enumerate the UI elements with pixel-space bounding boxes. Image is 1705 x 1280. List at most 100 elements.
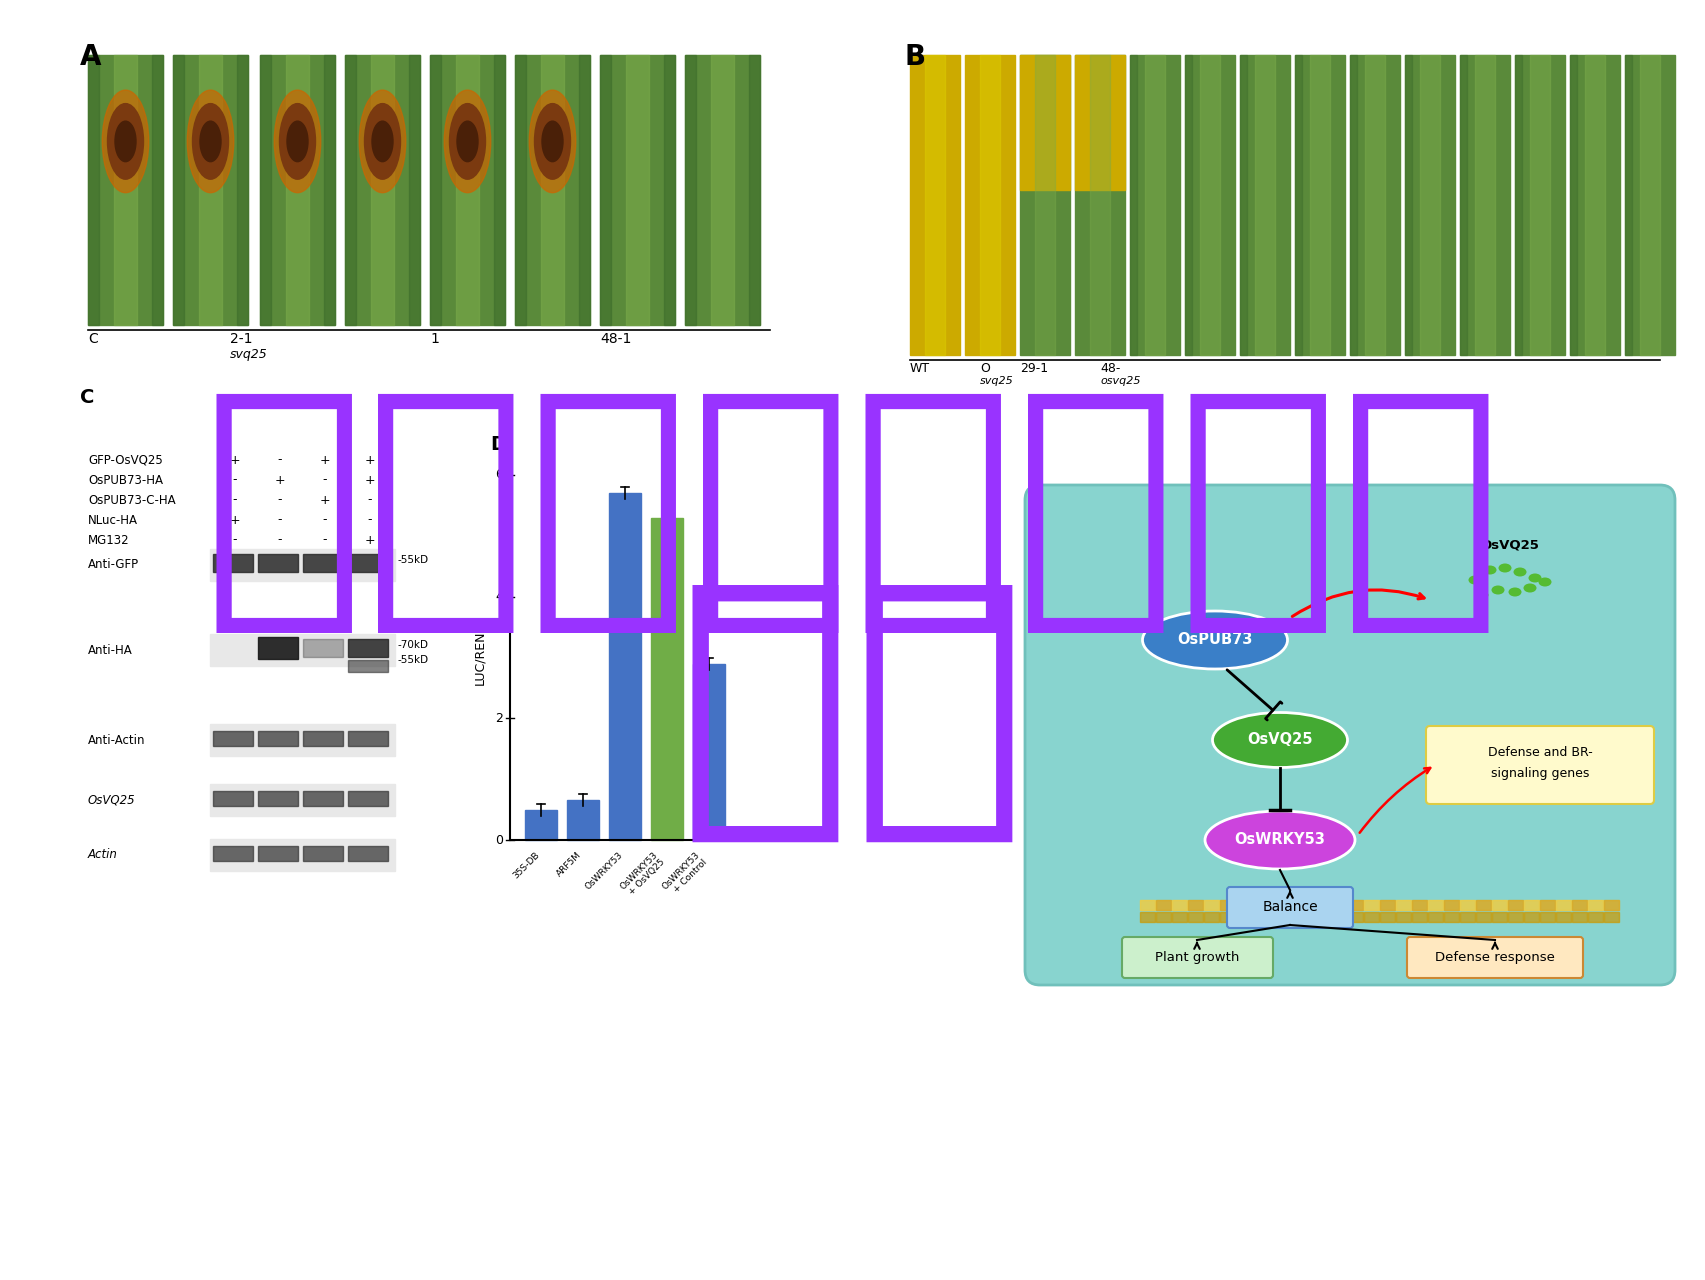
Bar bbox=[348, 554, 387, 572]
Bar bbox=[1332, 911, 1347, 922]
Bar bbox=[1020, 55, 1069, 355]
FancyBboxPatch shape bbox=[1025, 485, 1674, 986]
Bar bbox=[237, 55, 247, 325]
Bar bbox=[1475, 911, 1490, 922]
Bar bbox=[1584, 55, 1604, 355]
Text: -: - bbox=[322, 513, 327, 526]
Bar bbox=[1251, 911, 1267, 922]
Text: OsPUB73-HA: OsPUB73-HA bbox=[89, 474, 164, 486]
Bar bbox=[89, 55, 164, 325]
Bar bbox=[324, 55, 334, 325]
Bar bbox=[257, 846, 298, 861]
Bar bbox=[1139, 911, 1154, 922]
Bar bbox=[1315, 911, 1330, 922]
Bar bbox=[344, 55, 356, 325]
Bar bbox=[1255, 55, 1274, 355]
Bar bbox=[348, 846, 387, 861]
Bar bbox=[210, 724, 396, 756]
Text: 1: 1 bbox=[430, 332, 438, 346]
FancyBboxPatch shape bbox=[1425, 726, 1654, 804]
Bar bbox=[909, 55, 960, 355]
Text: Anti-GFP: Anti-GFP bbox=[89, 558, 140, 571]
Bar bbox=[303, 731, 343, 746]
Bar bbox=[1507, 911, 1523, 922]
Text: +: + bbox=[365, 474, 375, 486]
Bar bbox=[1219, 900, 1234, 910]
Text: -: - bbox=[368, 513, 372, 526]
Bar bbox=[1523, 900, 1538, 910]
Ellipse shape bbox=[1483, 566, 1495, 575]
Bar bbox=[1219, 911, 1234, 922]
Bar bbox=[1419, 55, 1439, 355]
Text: +: + bbox=[365, 534, 375, 547]
Bar bbox=[1240, 55, 1289, 355]
Bar bbox=[1459, 911, 1475, 922]
Bar bbox=[344, 55, 419, 325]
Bar bbox=[1294, 55, 1301, 355]
Bar bbox=[213, 554, 252, 572]
Text: Anti-Actin: Anti-Actin bbox=[89, 733, 145, 746]
Bar bbox=[1587, 900, 1603, 910]
Text: B: B bbox=[904, 44, 926, 70]
Bar bbox=[348, 731, 387, 746]
Ellipse shape bbox=[107, 104, 143, 179]
Ellipse shape bbox=[1497, 563, 1511, 572]
Bar bbox=[1089, 55, 1110, 355]
Bar bbox=[1540, 900, 1553, 910]
Ellipse shape bbox=[1528, 573, 1541, 582]
Ellipse shape bbox=[199, 122, 222, 161]
Text: -55kD: -55kD bbox=[397, 556, 430, 564]
Text: OsVQ25: OsVQ25 bbox=[89, 794, 135, 806]
Text: 无限: 无限 bbox=[677, 568, 1028, 851]
Bar bbox=[685, 55, 759, 325]
Ellipse shape bbox=[1204, 812, 1354, 869]
Bar bbox=[372, 55, 394, 325]
Bar bbox=[348, 639, 387, 657]
Bar bbox=[1349, 55, 1357, 355]
Bar bbox=[1171, 900, 1187, 910]
Bar bbox=[1129, 55, 1180, 355]
Bar bbox=[1139, 900, 1154, 910]
Text: 0: 0 bbox=[494, 833, 503, 846]
Ellipse shape bbox=[102, 90, 148, 193]
Bar bbox=[455, 55, 479, 325]
Text: 4: 4 bbox=[494, 590, 503, 603]
Text: -: - bbox=[322, 534, 327, 547]
Bar bbox=[1475, 900, 1490, 910]
Bar bbox=[1185, 55, 1192, 355]
Bar bbox=[1625, 55, 1674, 355]
Text: -: - bbox=[278, 513, 281, 526]
Bar bbox=[75, 390, 465, 931]
Bar bbox=[609, 493, 641, 840]
Bar bbox=[626, 55, 648, 325]
Bar bbox=[172, 55, 184, 325]
Ellipse shape bbox=[372, 122, 392, 161]
Ellipse shape bbox=[1490, 585, 1504, 594]
Ellipse shape bbox=[360, 90, 406, 193]
Bar bbox=[1625, 55, 1632, 355]
Bar bbox=[257, 791, 298, 806]
Bar bbox=[1347, 911, 1362, 922]
Bar bbox=[1492, 911, 1506, 922]
Text: 29-1: 29-1 bbox=[1020, 362, 1047, 375]
Text: +: + bbox=[275, 474, 285, 486]
Bar bbox=[1523, 911, 1538, 922]
Bar bbox=[1427, 911, 1442, 922]
Bar bbox=[1156, 911, 1170, 922]
Text: +: + bbox=[230, 453, 240, 466]
Text: -70kD: -70kD bbox=[397, 640, 428, 650]
Ellipse shape bbox=[443, 90, 491, 193]
Bar bbox=[303, 846, 343, 861]
Bar bbox=[711, 55, 733, 325]
Bar bbox=[89, 55, 99, 325]
Text: svq25: svq25 bbox=[979, 376, 1013, 387]
Bar bbox=[1570, 911, 1586, 922]
Bar bbox=[1405, 55, 1412, 355]
Text: -: - bbox=[278, 494, 281, 507]
Bar bbox=[1347, 900, 1362, 910]
Bar bbox=[210, 634, 396, 666]
Text: OsWRKY53
+ Control: OsWRKY53 + Control bbox=[660, 850, 709, 899]
Bar bbox=[1514, 55, 1521, 355]
Bar bbox=[1570, 900, 1586, 910]
Bar bbox=[1299, 911, 1315, 922]
